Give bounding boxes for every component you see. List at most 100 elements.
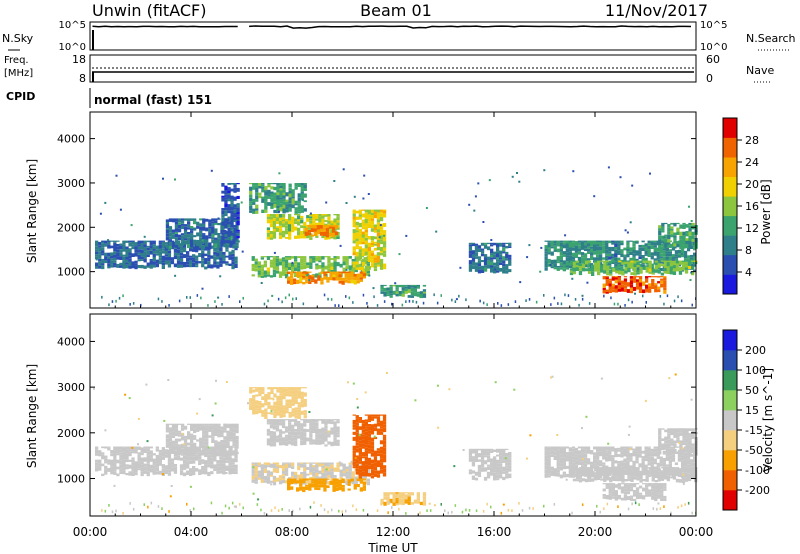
power-cell	[216, 264, 220, 269]
power-cell	[648, 268, 652, 272]
power-cell	[99, 212, 102, 215]
power-cell	[231, 249, 235, 254]
velocity-cell	[254, 481, 258, 484]
nsearch-label: N.Search	[746, 32, 796, 45]
velocity-cell	[234, 471, 238, 475]
power-cell	[608, 280, 612, 284]
power-cell	[113, 247, 117, 252]
velocity-cell	[205, 430, 209, 434]
power-cell	[149, 264, 153, 269]
velocity-cell	[179, 468, 184, 471]
velocity-cell	[505, 453, 509, 456]
velocity-cell	[284, 419, 289, 421]
velocity-cell	[636, 468, 640, 471]
velocity-cell	[158, 449, 162, 453]
velocity-cell	[483, 460, 488, 465]
power-cell	[309, 265, 313, 269]
power-cell	[300, 231, 304, 236]
power-cell	[291, 261, 294, 264]
velocity-cell	[680, 504, 683, 508]
velocity-cell	[600, 471, 604, 475]
power-cell	[291, 189, 295, 192]
velocity-cell	[379, 446, 384, 450]
velocity-cell	[321, 468, 325, 473]
velocity-cell	[656, 462, 660, 466]
velocity-cell	[122, 467, 126, 471]
power-cell	[299, 281, 303, 284]
power-cell	[204, 258, 208, 260]
velocity-cell	[291, 475, 295, 479]
velocity-cell	[235, 505, 237, 509]
power-cell	[254, 261, 258, 265]
power-cell	[597, 271, 601, 276]
power-cell	[307, 225, 311, 227]
velocity-cell	[272, 425, 277, 430]
power-cell	[433, 293, 435, 297]
velocity-cell	[101, 457, 105, 460]
power-cell	[137, 240, 141, 245]
velocity-cell	[575, 471, 580, 476]
power-cell	[176, 253, 181, 256]
power-cell	[255, 192, 259, 196]
velocity-cell	[620, 483, 625, 485]
power-cell	[638, 256, 642, 260]
power-cell	[98, 241, 102, 246]
power-cell	[272, 261, 277, 266]
velocity-cell	[629, 483, 634, 487]
power-cell	[254, 258, 258, 262]
velocity-cell	[575, 469, 580, 472]
power-cell	[95, 249, 99, 252]
velocity-cell	[192, 450, 196, 453]
velocity-cell	[333, 467, 337, 472]
power-cell	[270, 205, 274, 209]
power-cell	[278, 214, 283, 218]
velocity-cell	[583, 453, 588, 458]
velocity-cell	[608, 450, 612, 455]
power-cell	[468, 253, 473, 258]
power-cell	[559, 240, 563, 243]
power-cell	[659, 295, 662, 298]
power-cell	[323, 273, 327, 276]
velocity-cell	[228, 470, 232, 475]
velocity-cell	[180, 427, 185, 431]
velocity-cell	[327, 469, 331, 472]
power-cell	[140, 246, 144, 250]
velocity-cell	[300, 410, 304, 415]
power-cell	[599, 242, 603, 247]
velocity-cell	[669, 467, 673, 470]
velocity-cell	[140, 447, 144, 450]
velocity-cell	[605, 495, 609, 500]
velocity-cell	[231, 462, 235, 465]
power-cell	[367, 247, 371, 252]
power-cell	[276, 211, 280, 214]
power-cell	[143, 240, 147, 245]
velocity-cell	[662, 450, 666, 455]
velocity-cell	[294, 471, 298, 475]
velocity-cell	[167, 465, 172, 470]
power-cell	[221, 190, 225, 194]
power-cell	[149, 242, 153, 246]
power-colorbar-label: Power [dB]	[759, 179, 773, 244]
velocity-cell	[654, 489, 658, 494]
power-cell	[317, 275, 321, 278]
velocity-cell	[451, 510, 453, 514]
velocity-cell	[210, 464, 214, 469]
velocity-cell	[611, 446, 615, 448]
power-cell	[352, 219, 356, 224]
power-cell	[586, 243, 591, 247]
power-cell	[691, 235, 695, 240]
velocity-cell	[493, 459, 497, 464]
velocity-cell	[285, 387, 289, 389]
power-cell	[376, 209, 381, 213]
power-cell	[663, 270, 667, 274]
power-cell	[281, 219, 286, 222]
velocity-cell	[192, 469, 196, 472]
velocity-cell	[559, 463, 563, 467]
velocity-cell	[638, 492, 643, 495]
velocity-cell	[565, 454, 569, 459]
power-cell	[680, 299, 683, 303]
velocity-cell	[658, 447, 662, 452]
power-cell	[623, 256, 627, 261]
velocity-cell	[685, 449, 689, 453]
